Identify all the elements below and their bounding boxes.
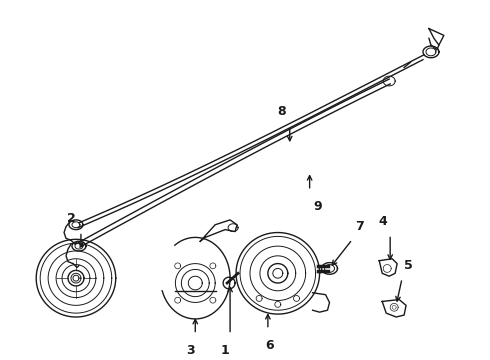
Polygon shape xyxy=(379,259,397,276)
Text: 3: 3 xyxy=(186,344,195,357)
Text: 4: 4 xyxy=(379,215,388,228)
Polygon shape xyxy=(382,300,406,317)
Text: 6: 6 xyxy=(266,339,274,352)
Text: 1: 1 xyxy=(220,344,229,357)
Text: 5: 5 xyxy=(404,259,413,272)
Text: 9: 9 xyxy=(313,201,322,213)
Text: 7: 7 xyxy=(355,220,364,233)
Text: 8: 8 xyxy=(277,105,286,118)
Text: 2: 2 xyxy=(67,212,75,225)
